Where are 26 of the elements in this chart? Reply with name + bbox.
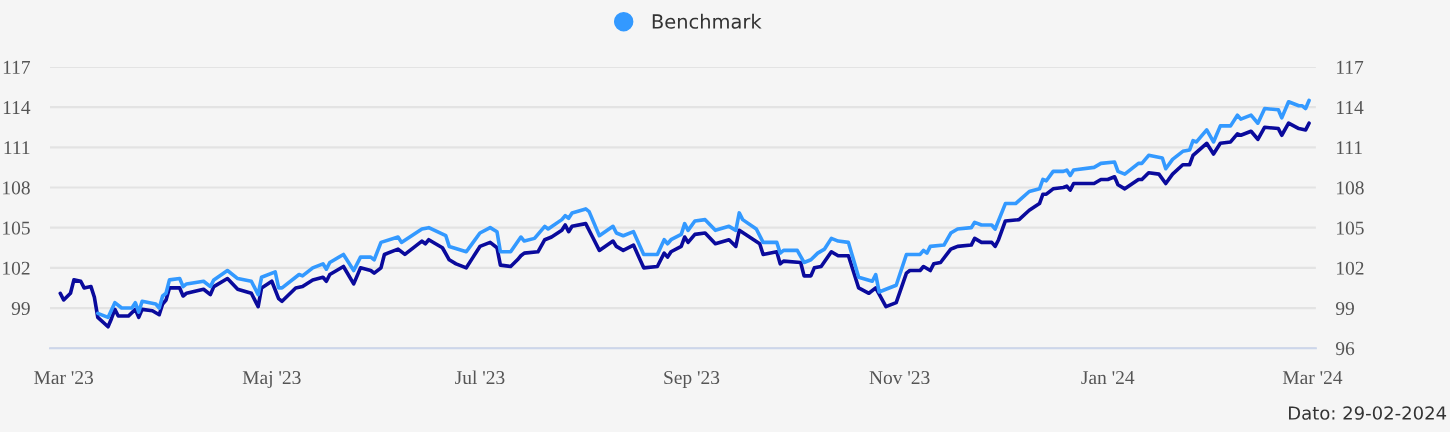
y2-tick-label: 108 (1337, 181, 1364, 195)
x-tick-label: Nov '23 (869, 371, 930, 385)
y-tick-label: 99 (11, 301, 30, 315)
x-tick-label: Sep '23 (664, 371, 720, 389)
y2-tick-label: 102 (1337, 261, 1364, 275)
x-tick-label: Mar '23 (34, 371, 94, 385)
x-tick-label: Jan '24 (1081, 371, 1135, 385)
y-tick-label: 117 (3, 60, 31, 74)
line-series (58, 121, 1311, 329)
legend-label: Benchmark (652, 13, 762, 29)
y-tick-label: 108 (3, 181, 30, 195)
y2-tick-label: 96 (1335, 342, 1355, 356)
line-series (95, 98, 1311, 320)
y-tick-label: 102 (3, 261, 30, 275)
x-tick-label: Jul '23 (455, 370, 505, 385)
x-tick-label: Mar '24 (1282, 371, 1343, 385)
y2-tick-label: 117 (1337, 60, 1364, 74)
y-tick-label: 105 (3, 221, 30, 235)
y2-tick-label: 114 (1337, 101, 1364, 114)
y2-tick-label: 99 (1335, 301, 1354, 315)
y-tick-label: 111 (4, 141, 30, 155)
text: Dato: 29-02-2024 (1289, 406, 1447, 420)
x-tick-label: Maj '23 (242, 371, 301, 389)
y2-tick-label: 111 (1337, 141, 1362, 155)
y2-tick-label: 105 (1337, 221, 1364, 235)
y-tick-label: 114 (3, 101, 31, 114)
